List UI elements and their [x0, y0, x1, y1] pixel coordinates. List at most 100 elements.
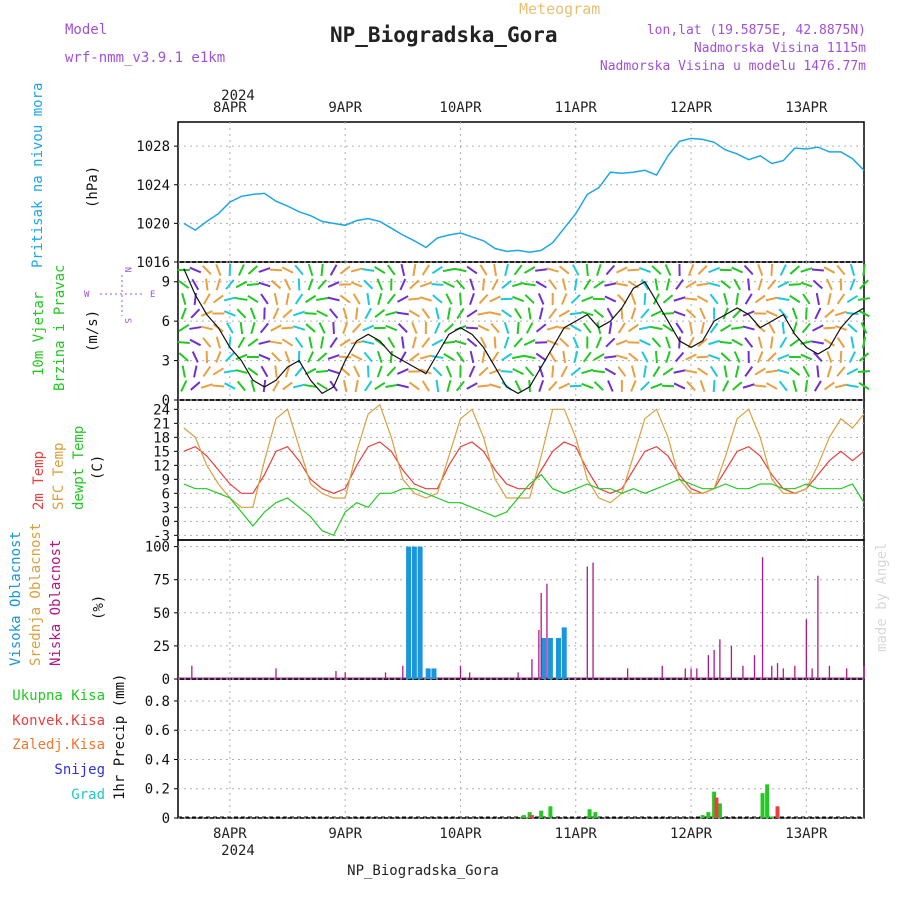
wind-barb [675, 279, 684, 290]
wind-barb [765, 369, 778, 374]
wind-barb [720, 280, 731, 289]
wind-barb [247, 338, 259, 347]
wind-barb [570, 324, 582, 332]
wind-barb [332, 321, 335, 335]
wind-barb [546, 325, 559, 331]
wind-barb [434, 322, 441, 334]
pressure-panel-frame [177, 121, 865, 263]
wind-barb [804, 379, 809, 393]
wind-barb [846, 311, 859, 316]
high-cloud-bar [555, 637, 561, 679]
wind-barb [307, 351, 315, 363]
wind-barb [573, 278, 578, 291]
wind-barb [316, 309, 328, 318]
wind-barb [719, 340, 732, 345]
wind-barb [247, 294, 259, 304]
wind-barb [281, 326, 294, 330]
wind-barb [354, 379, 359, 393]
day-label-top: 10APR [439, 100, 482, 116]
wind-barb [374, 266, 386, 274]
wind-barb [581, 295, 594, 303]
wind-barb [652, 293, 661, 305]
wind-barb [606, 307, 615, 320]
wind-barb [857, 370, 871, 373]
wind-barb [178, 352, 189, 362]
wind-barb [247, 265, 259, 275]
wind-barb [342, 379, 348, 393]
wind-barb [696, 282, 709, 287]
wind-barb [250, 321, 256, 335]
wind-barb [431, 338, 444, 347]
wind-barb [235, 280, 248, 289]
wind-barb [546, 267, 559, 273]
wind-barb [735, 292, 740, 306]
precip-legend-conv: Konvek.Kisa [12, 713, 105, 729]
wind-barb [826, 351, 833, 363]
wind-barb [826, 365, 833, 378]
wind-barb [284, 278, 292, 291]
y-tick-label: 6 [162, 486, 170, 502]
wind-barb [514, 307, 523, 320]
y-tick-label: 24 [153, 402, 170, 418]
wind-barb [237, 336, 246, 349]
wind-barb [757, 278, 763, 291]
wind-barb [294, 337, 304, 348]
high-cloud-bar [540, 637, 546, 679]
wind-barb [640, 308, 650, 319]
wind-barb [630, 380, 637, 392]
wind-barb [215, 278, 221, 291]
wind-barb [697, 337, 708, 348]
wind-barb [223, 296, 236, 302]
wind-barb [823, 338, 835, 347]
wind-barb [604, 295, 617, 303]
wind-barb [320, 263, 324, 277]
wind-barb [389, 350, 393, 364]
wind-barb [385, 324, 398, 332]
precip-total-bar [717, 803, 722, 818]
wind-barb [270, 279, 282, 290]
wind-barb [849, 263, 856, 277]
wind-barb [193, 365, 198, 378]
wind-barb [200, 325, 213, 331]
wind-barb [754, 384, 767, 388]
wind-barb [765, 296, 778, 302]
wind-barb [454, 339, 467, 346]
wind-barb [465, 326, 479, 330]
wind-barb [766, 382, 778, 390]
station-title: NP_Biogradska_Gora [330, 23, 558, 47]
wind-barb [259, 322, 270, 334]
wind-barb [501, 279, 512, 290]
wind-barb [757, 351, 764, 363]
wind-barb [757, 336, 763, 349]
precip-legend-snow: Snijeg [54, 762, 105, 778]
wind-barb [446, 379, 452, 393]
wind-barb [478, 293, 489, 305]
wind-barb [190, 381, 201, 391]
wind-barb [742, 383, 755, 389]
wind-barb [781, 321, 785, 335]
wind-barb [466, 309, 478, 318]
compass-s: S [122, 318, 132, 323]
wind-barb [581, 368, 594, 375]
wind-barb [304, 384, 317, 388]
wind-barb [189, 326, 202, 330]
wind-barb [858, 381, 870, 391]
cloud-ylabel3: Niska Oblacnost [48, 540, 64, 666]
wind-barb [684, 369, 698, 374]
wind-barb [523, 354, 536, 360]
wind-barb [258, 267, 271, 273]
wind-barb [281, 266, 294, 274]
wind-barb [339, 355, 352, 359]
wind-barb [712, 379, 716, 393]
wind-barb [846, 367, 859, 376]
precip-total-bar [548, 806, 553, 818]
wind-barb [262, 379, 267, 393]
wind-ylabel2: Brzina i Pravac [52, 265, 68, 391]
wind-barb [548, 308, 558, 319]
wind-barb [215, 336, 221, 349]
wind-ylabel1: 10m Vjetar [31, 292, 47, 376]
pressure-unit: (hPa) [85, 166, 101, 208]
wind-barb [316, 352, 328, 362]
wind-barb [777, 296, 790, 302]
wind-barb [489, 383, 502, 389]
